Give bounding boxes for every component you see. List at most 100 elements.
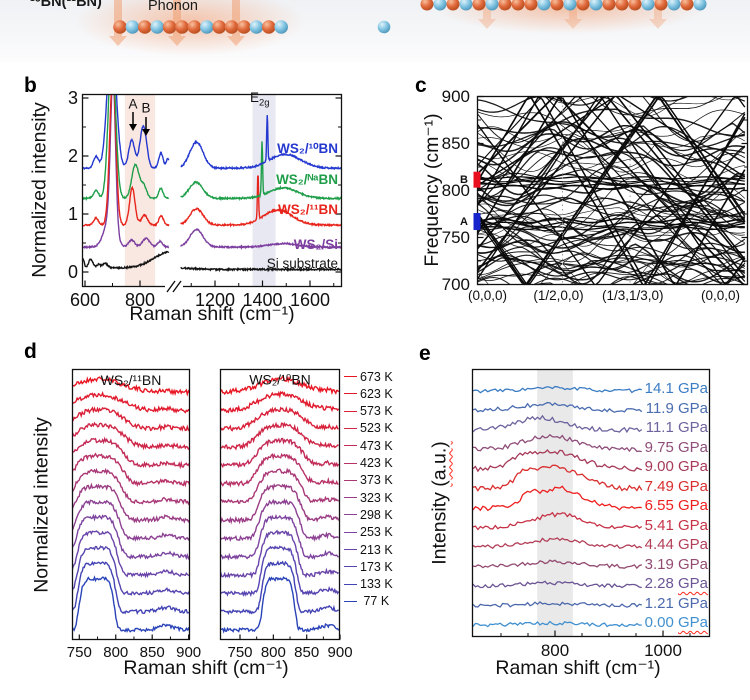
d-xtick-0-750: 750 <box>66 644 92 661</box>
nitrogen-atom <box>274 20 289 34</box>
pressure-spectrum-9.75 <box>472 433 642 453</box>
temp-spectrum-253 K <box>220 513 340 561</box>
temp-spectrum-423 K <box>220 452 339 488</box>
c-xtick-1: (1/2,0,0) <box>533 288 584 303</box>
panel-b-annotation-B: B <box>141 100 151 116</box>
phonon-branch <box>477 226 745 231</box>
phonon-arrow-head <box>227 36 245 46</box>
spectrum-WS₂/¹¹BN <box>180 175 342 228</box>
phonon-branch <box>477 257 745 282</box>
legend-dash <box>344 583 357 585</box>
pressure-spectrum-6.55 <box>472 485 642 512</box>
d-legend-item-133 K: 133 K <box>344 576 393 593</box>
pressure-value: 2.28 <box>644 575 678 592</box>
e-pressure-label-6.55: 6.55 GPa <box>608 497 708 514</box>
nitrogen-atom <box>459 0 473 11</box>
phonon-branch <box>477 238 746 274</box>
e-pressure-label-9.00: 9.00 GPa <box>608 458 708 475</box>
temp-spectrum-298 K <box>220 498 340 543</box>
pressure-value: 1.21 <box>644 594 678 612</box>
e-xtick-1000: 1000 <box>644 641 682 660</box>
phonon-branch <box>477 252 745 284</box>
annotation-arrow-A-head <box>129 124 137 131</box>
series-label-Si substrate: Si substrate <box>266 256 338 271</box>
spectrum-Si substrate <box>180 266 342 273</box>
legend-dash <box>344 549 357 550</box>
legend-label: 213 K <box>360 542 393 557</box>
e-pressure-label-9.75: 9.75 GPa <box>608 439 708 456</box>
phonon-branch <box>477 217 746 285</box>
d-legend-item-523 K: 523 K <box>344 420 393 437</box>
pressure-value: 0.00 <box>644 614 678 631</box>
d-xtick-0-900: 900 <box>176 644 202 661</box>
series-label-WS₂/¹⁰BN: WS₂/¹⁰BN <box>277 141 338 156</box>
e-pressure-label-2.28: 2.28 GPa <box>608 575 708 592</box>
panel-b-letter: b <box>24 74 37 97</box>
series-label-WS₂/Si: WS₂/Si <box>293 237 338 252</box>
boron-atom <box>550 0 564 11</box>
phonon-branch <box>477 96 746 272</box>
phonon-branch <box>477 96 746 285</box>
temp-spectrum-473 K <box>72 436 190 470</box>
d-xtick-1-850: 850 <box>294 644 320 661</box>
d-legend-item-253 K: 253 K <box>344 524 393 541</box>
spectrum-WS₂/ᴺᵃBN <box>82 94 169 202</box>
pressure-value: 6.55 <box>644 497 678 514</box>
phonon-branch <box>477 96 725 149</box>
boron-atom <box>576 0 590 11</box>
spectrum-Si substrate <box>82 250 170 270</box>
boron-atom <box>420 0 434 11</box>
phonon-branch <box>477 183 745 187</box>
legend-dash <box>344 479 357 481</box>
phonon-branch <box>477 147 745 203</box>
c-xtick-3: (0,0,0) <box>700 288 741 303</box>
panel-e-frame <box>471 368 711 638</box>
nitrogen-atom <box>150 20 164 34</box>
pressure-value: 14.1 <box>644 380 678 397</box>
d-legend-item-473 K: 473 K <box>344 437 393 454</box>
boron-atom <box>654 0 668 11</box>
phonon-arrow-head <box>168 36 186 46</box>
c-ytick-850: 850 <box>441 133 470 153</box>
nitrogen-atom <box>563 0 577 11</box>
panel-e-xlabel: Raman shift (cm⁻¹) <box>495 657 661 679</box>
pressure-value: 11.1 <box>645 419 678 436</box>
e-pressure-label-7.49: 7.49 GPa <box>608 478 708 495</box>
c-ytick-800: 800 <box>441 180 470 200</box>
e-pressure-label-4.44: 4.44 GPa <box>608 536 708 553</box>
b-ytick-2: 2 <box>67 146 78 166</box>
pressure-unit: GPa <box>677 399 708 417</box>
e-pressure-label-0.00: 0.00 GPa <box>608 614 708 631</box>
pressure-value: 9.00 <box>644 458 678 475</box>
phonon-branch <box>477 177 745 183</box>
pressure-unit: GPa <box>677 458 708 475</box>
phonon-branch <box>477 109 745 140</box>
boron-atom <box>615 0 629 11</box>
pressure-unit: GPa <box>677 477 708 495</box>
phonon-branch <box>477 133 745 170</box>
legend-dash <box>344 497 357 499</box>
phonon-arrow-shaft <box>173 0 181 36</box>
legend-dash <box>344 393 357 395</box>
panel-e-ylabel: Intensity (a.u.) <box>429 441 452 565</box>
e-pressure-label-11.1: 11.1 GPa <box>608 419 708 436</box>
phonon-branch <box>477 234 746 270</box>
d-legend-item-673 K: 673 K <box>344 368 393 385</box>
boron-atom <box>602 0 616 11</box>
pressure-spectrum-11.9 <box>472 401 643 413</box>
pressure-spectrum-11.1 <box>472 414 643 434</box>
axis-break-slash <box>166 280 176 293</box>
panel-d-xlabel: Raman shift (cm⁻¹) <box>123 657 289 679</box>
phonon-arrow-head <box>109 36 127 46</box>
b-xtick-1200: 1200 <box>194 290 236 310</box>
phonon-branch <box>569 264 745 285</box>
phonon-branch <box>477 178 745 234</box>
d-legend-item-298 K: 298 K <box>344 506 393 523</box>
legend-label: 323 K <box>360 490 393 505</box>
b-ytick-1: 1 <box>67 204 78 224</box>
nitrogen-atom <box>667 0 681 11</box>
legend-label: 423 K <box>360 456 393 470</box>
e-pressure-label-1.21: 1.21 GPa <box>608 595 708 612</box>
temp-spectrum-77 K <box>220 576 340 634</box>
